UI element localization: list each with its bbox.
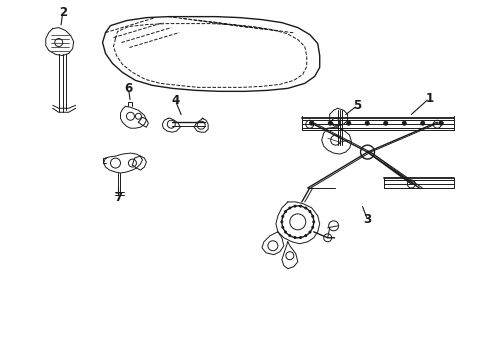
Circle shape xyxy=(294,205,296,207)
Circle shape xyxy=(312,215,314,217)
Circle shape xyxy=(310,121,314,125)
Text: 7: 7 xyxy=(115,192,122,204)
Circle shape xyxy=(312,226,314,228)
Text: 2: 2 xyxy=(59,6,67,19)
Circle shape xyxy=(313,221,315,223)
Circle shape xyxy=(305,235,307,237)
Circle shape xyxy=(365,121,369,125)
Circle shape xyxy=(402,121,406,125)
Circle shape xyxy=(294,237,296,239)
Circle shape xyxy=(305,207,307,209)
Circle shape xyxy=(282,215,284,217)
Text: 1: 1 xyxy=(425,92,433,105)
Circle shape xyxy=(299,205,301,207)
Text: 5: 5 xyxy=(353,99,362,112)
Circle shape xyxy=(421,121,425,125)
Circle shape xyxy=(282,226,284,228)
Text: 3: 3 xyxy=(364,213,371,226)
Circle shape xyxy=(384,121,388,125)
Circle shape xyxy=(289,207,291,209)
Text: 6: 6 xyxy=(124,82,133,95)
Circle shape xyxy=(281,221,283,223)
Text: 4: 4 xyxy=(171,94,179,107)
Circle shape xyxy=(299,237,301,239)
Circle shape xyxy=(347,121,351,125)
Circle shape xyxy=(289,235,291,237)
Circle shape xyxy=(309,231,311,233)
Circle shape xyxy=(439,121,443,125)
Circle shape xyxy=(285,231,287,233)
Circle shape xyxy=(328,121,332,125)
Circle shape xyxy=(309,211,311,213)
Circle shape xyxy=(285,211,287,213)
